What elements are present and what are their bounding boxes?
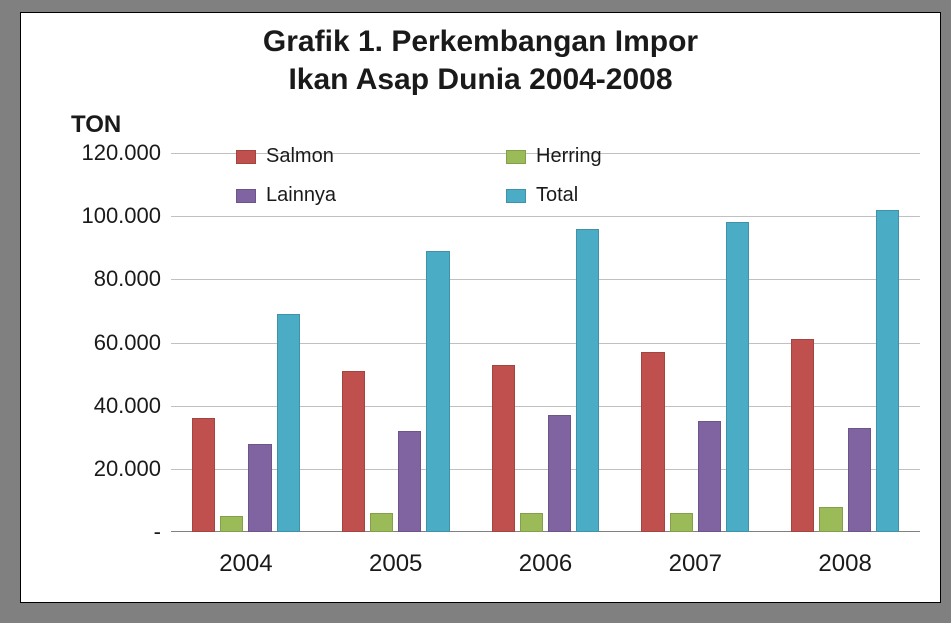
bar <box>220 516 243 532</box>
bar <box>426 251 449 532</box>
x-tick-label: 2008 <box>818 550 871 578</box>
bar <box>248 444 271 532</box>
y-tick-label: 80.000 <box>94 266 161 292</box>
x-tick-label: 2005 <box>369 550 422 578</box>
bar <box>791 339 814 532</box>
y-tick-label: 100.000 <box>81 203 161 229</box>
bar <box>641 352 664 532</box>
chart-title: Grafik 1. Perkembangan Impor Ikan Asap D… <box>21 13 940 98</box>
bar <box>848 428 871 532</box>
bar <box>342 371 365 532</box>
bar <box>192 418 215 532</box>
y-tick-label: - <box>154 519 161 545</box>
y-axis-title: TON <box>71 111 121 139</box>
bar <box>670 513 693 532</box>
chart-area: Grafik 1. Perkembangan Impor Ikan Asap D… <box>20 12 941 603</box>
x-tick-label: 2004 <box>219 550 272 578</box>
bar <box>370 513 393 532</box>
x-tick-label: 2006 <box>519 550 572 578</box>
bar-group <box>192 153 300 532</box>
bar <box>277 314 300 532</box>
bar <box>819 507 842 532</box>
plot-area: -20.00040.00060.00080.000100.000120.0002… <box>171 153 920 532</box>
bar <box>492 365 515 532</box>
bar-group <box>342 153 450 532</box>
bar <box>576 229 599 532</box>
bar <box>548 415 571 532</box>
bar-group <box>791 153 899 532</box>
chart-title-line1: Grafik 1. Perkembangan Impor <box>263 25 698 58</box>
y-tick-label: 40.000 <box>94 393 161 419</box>
bar <box>520 513 543 532</box>
x-tick-label: 2007 <box>669 550 722 578</box>
chart-canvas: Grafik 1. Perkembangan Impor Ikan Asap D… <box>0 0 951 623</box>
bar <box>876 210 899 532</box>
bar-group <box>641 153 749 532</box>
bar-group <box>492 153 600 532</box>
chart-title-line2: Ikan Asap Dunia 2004-2008 <box>288 63 672 96</box>
bar <box>726 222 749 532</box>
y-tick-label: 60.000 <box>94 330 161 356</box>
y-tick-label: 20.000 <box>94 456 161 482</box>
bar <box>398 431 421 532</box>
bar <box>698 421 721 532</box>
y-tick-label: 120.000 <box>81 140 161 166</box>
